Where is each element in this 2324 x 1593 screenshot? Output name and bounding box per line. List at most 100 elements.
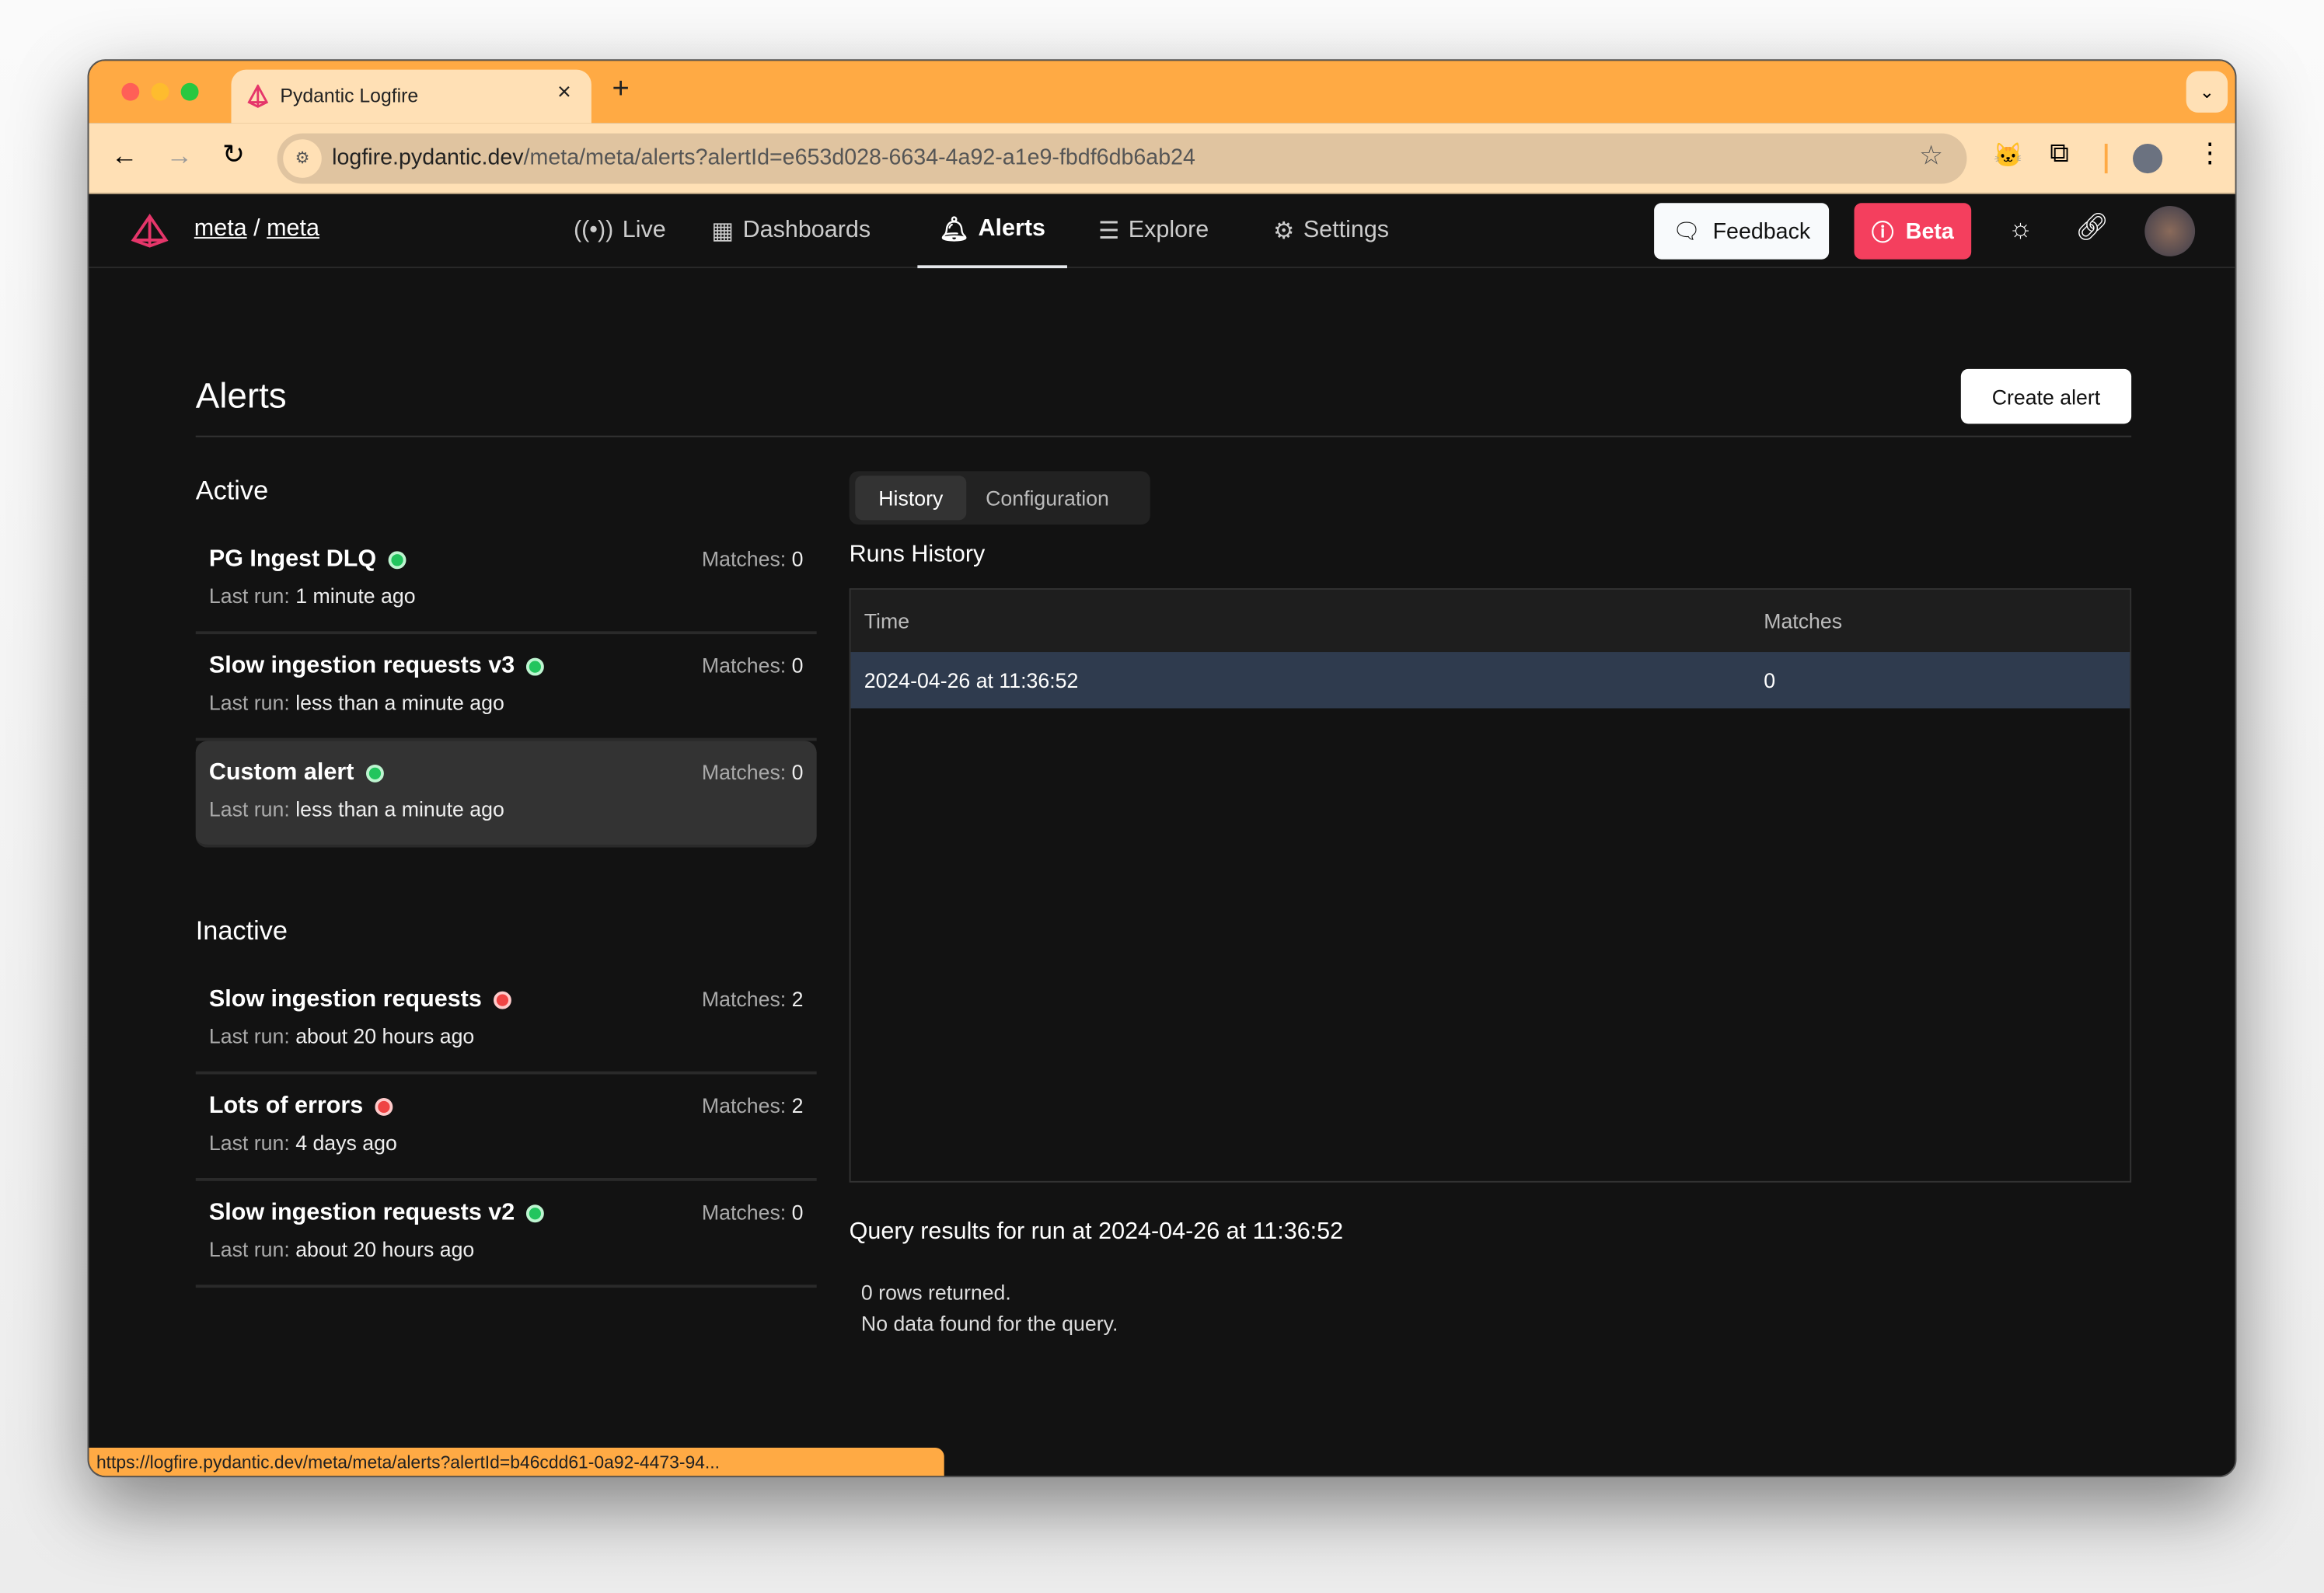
browser-menu-icon[interactable]: ⋮ [2197,138,2224,168]
extension-icon[interactable]: 🐱 [1993,143,2023,169]
nav-live[interactable]: ((•)) Live [574,194,666,268]
status-dot-icon [365,764,384,783]
theme-toggle-icon[interactable]: ☼ [2008,213,2033,243]
feedback-button[interactable]: 🗨︎ Feedback [1654,203,1830,260]
profile-avatar[interactable] [2133,143,2163,174]
close-tab-icon[interactable]: × [557,79,571,106]
query-results-title: Query results for run at 2024-04-26 at 1… [849,1219,1344,1245]
column-matches: Matches [1764,608,1843,633]
alert-name: Slow ingestion requests [208,986,482,1013]
matches-value: 2 [791,986,804,1011]
last-run-label: Last run: [208,1023,290,1048]
last-run-label: Last run: [208,1237,290,1261]
last-run-label: Last run: [208,796,290,821]
matches-label: Matches: [701,986,787,1011]
matches-label: Matches: [701,1200,787,1225]
beta-button[interactable]: ⓘ Beta [1854,203,1972,260]
create-alert-button[interactable]: Create alert [1960,368,2132,424]
close-window-button[interactable] [121,82,140,101]
divider [2104,143,2108,174]
new-tab-button[interactable]: + [612,72,630,106]
no-data-message: No data found for the query. [860,1311,1118,1336]
alert-name: PG Ingest DLQ [208,546,377,573]
nav-label: Live [622,218,666,243]
table-row[interactable]: 2024-04-26 at 11:36:52 0 [850,652,2130,709]
alert-list-item[interactable]: Lots of errors Last run: 4 days ago Matc… [195,1075,817,1181]
matches-value: 2 [791,1093,804,1117]
nav-label: Settings [1303,218,1390,243]
matches-label: Matches: [701,1093,787,1117]
alert-list-item[interactable]: Custom alert Last run: less than a minut… [195,741,817,848]
app-header: meta / meta ((•)) Live ▦ Dashboards 🔔︎ Aler… [89,193,2235,269]
nav-settings[interactable]: ⚙ Settings [1273,194,1389,268]
active-heading: Active [195,476,269,506]
browser-tab[interactable]: Pydantic Logfire × [231,69,591,124]
inactive-heading: Inactive [195,915,288,946]
alert-name: Slow ingestion requests v3 [208,653,515,679]
detail-tabs: History Configuration [849,471,1150,525]
site-info-icon[interactable]: ⚙ [283,139,322,178]
last-run-label: Last run: [208,1130,290,1155]
bookmark-star-icon[interactable]: ☆ [1919,141,1943,171]
nav-dashboards[interactable]: ▦ Dashboards [711,194,871,268]
tab-configuration[interactable]: Configuration [986,486,1109,510]
status-dot-icon [375,1098,393,1116]
nav-label: Dashboards [742,218,871,243]
status-dot-icon [526,657,545,676]
minimize-window-button[interactable] [151,82,169,101]
breadcrumb-separator: / [253,216,260,242]
browser-window: Pydantic Logfire × + ⌄ ← → ↻ ⚙ logfire.p… [87,59,2237,1478]
last-run-value: 1 minute ago [295,584,416,608]
alert-list-item[interactable]: Slow ingestion requests Last run: about … [195,967,817,1075]
last-run-value: less than a minute ago [295,796,504,821]
status-bar-url: https://logfire.pydantic.dev/meta/meta/a… [89,1448,944,1476]
url-path: /meta/meta/alerts?alertId=e653d028-6634-… [523,145,1195,171]
matches-label: Matches: [701,546,787,571]
info-icon: ⓘ [1871,220,1894,246]
maximize-window-button[interactable] [180,82,199,101]
tab-bar: Pydantic Logfire × + ⌄ [89,61,2235,124]
user-avatar[interactable] [2144,206,2196,256]
run-matches: 0 [1764,668,1776,692]
feedback-label: Feedback [1712,218,1811,244]
alert-list-item[interactable]: Slow ingestion requests v3 Last run: les… [195,634,817,741]
chat-icon: 🗨︎ [1672,219,1701,245]
url-input[interactable]: ⚙ logfire.pydantic.dev/meta/meta/alerts?… [277,133,1967,184]
org-breadcrumb-link[interactable]: meta [194,216,247,242]
last-run-value: 4 days ago [295,1130,397,1155]
dashboard-icon: ▦ [711,219,735,245]
reload-icon[interactable]: ↻ [222,139,245,169]
matches-label: Matches: [701,653,787,678]
runs-table: Time Matches 2024-04-26 at 11:36:52 0 [849,588,2132,1183]
bell-icon: 🔔︎ [939,218,970,243]
status-dot-icon [526,1204,545,1223]
tab-search-button[interactable]: ⌄ [2186,71,2228,113]
url-host: logfire.pydantic.dev [332,145,524,171]
forward-icon[interactable]: → [166,141,193,171]
table-header: Time Matches [850,589,2130,653]
last-run-value: about 20 hours ago [295,1237,475,1261]
alert-list-item[interactable]: Slow ingestion requests v2 Last run: abo… [195,1181,817,1288]
last-run-value: less than a minute ago [295,690,504,715]
extensions-puzzle-icon[interactable]: ⧉ [2050,138,2069,168]
nav-label: Alerts [978,216,1045,242]
alert-list-item[interactable]: PG Ingest DLQ Last run: 1 minute ago Mat… [195,528,817,635]
alert-name: Custom alert [208,760,354,786]
rows-returned: 0 rows returned. [860,1280,1011,1305]
column-time: Time [864,608,910,633]
gear-icon: ⚙ [1273,219,1295,245]
project-breadcrumb-link[interactable]: meta [267,216,319,242]
nav-explore[interactable]: ☰ Explore [1098,194,1209,268]
address-bar-row: ← → ↻ ⚙ logfire.pydantic.dev/meta/meta/a… [89,123,2235,194]
last-run-label: Last run: [208,690,290,715]
status-dot-icon [494,991,511,1009]
logfire-logo-icon [247,84,269,108]
run-time: 2024-04-26 at 11:36:52 [864,668,1079,692]
broadcast-icon: ((•)) [573,218,614,243]
nav-alerts[interactable]: 🔔︎ Alerts [917,194,1067,269]
logfire-logo-icon[interactable] [131,214,169,249]
matches-value: 0 [791,546,804,571]
back-icon[interactable]: ← [111,141,138,171]
tab-history[interactable]: History [855,476,967,521]
link-icon[interactable]: 🔗︎ [2075,211,2109,242]
